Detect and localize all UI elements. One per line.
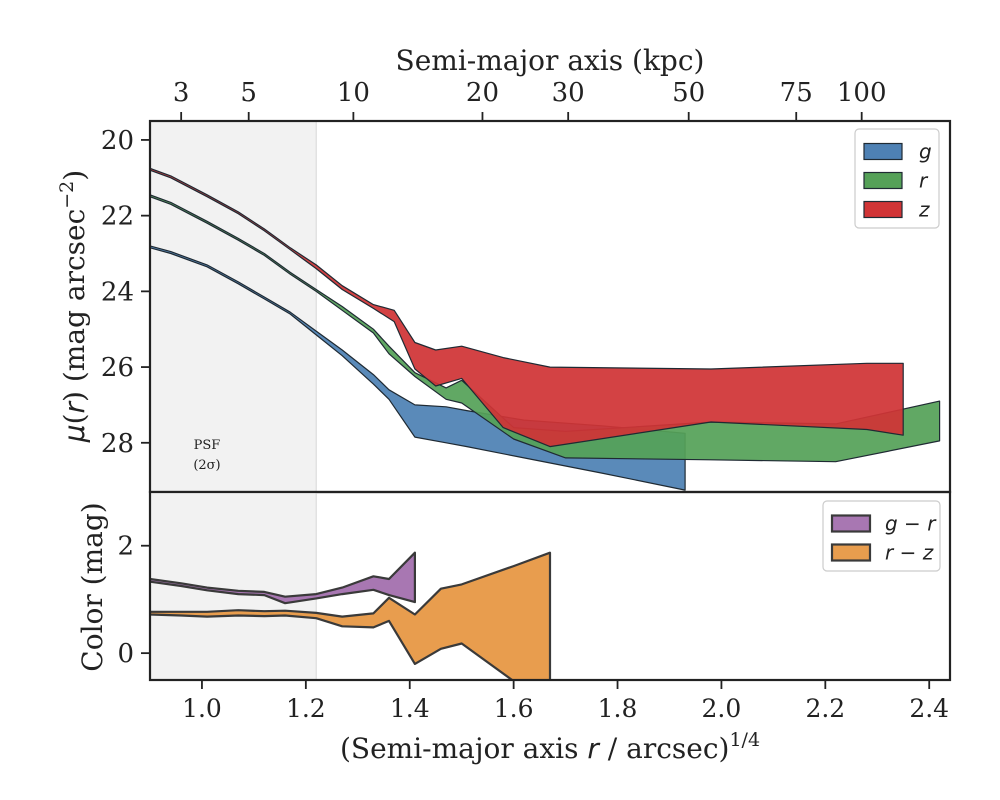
- top-x-tick-label: 20: [466, 78, 499, 108]
- x-tick-label: 2.0: [702, 694, 742, 723]
- legend-swatch: [830, 514, 872, 533]
- top-x-tick-label: 50: [672, 78, 705, 108]
- legend-label: r: [919, 169, 929, 193]
- top-x-tick-label: 100: [837, 78, 887, 108]
- x-tick-label: 1.0: [182, 694, 222, 723]
- legend-swatch: [830, 543, 872, 562]
- bottom-x-axis-label: (Semi-major axis r / arcsec)1/4: [340, 729, 760, 765]
- x-label-var: r: [587, 732, 600, 765]
- band-profile-2: [150, 167, 904, 448]
- x-label-exp: 1/4: [729, 729, 760, 751]
- x-label-pre: (Semi-major axis: [340, 732, 587, 765]
- color-profile-panel: 0 2 1.0 1.2 1.4 1.6 1.8 2.0 2.2 2.4 g − r r − z: [117, 490, 952, 723]
- band-color-1: [150, 551, 552, 680]
- bands: [150, 167, 941, 491]
- top-x-tick-label: 75: [780, 78, 813, 108]
- y-tick-label: 26: [101, 353, 134, 383]
- legend-swatch: [863, 171, 903, 190]
- upper-y-axis-label: μ(r) (mag arcsec−2): [56, 170, 91, 443]
- upper-y-label-open: (: [58, 413, 91, 424]
- surface-brightness-panel: 20 22 24 26 28 3 5 10 20 30 50 75 100 PSF (2σ) grz: [101, 78, 952, 494]
- top-x-tick-label: 5: [240, 78, 257, 108]
- legend-label: z: [918, 198, 930, 222]
- top-x-tick-label: 30: [552, 78, 585, 108]
- legend-swatch: [863, 200, 903, 219]
- upper-y-label-exp: −2: [56, 181, 78, 209]
- psf-annotation-title: PSF: [194, 438, 221, 453]
- x-tick-label: 2.4: [909, 694, 949, 723]
- y-tick-label: 2: [117, 532, 134, 562]
- top-axis-title: Semi-major axis (kpc): [396, 44, 705, 77]
- y-tick-label: 0: [117, 639, 134, 669]
- y-tick-label: 20: [101, 126, 134, 156]
- y-tick-label: 28: [101, 429, 134, 459]
- lower-panel-frame: [148, 490, 952, 682]
- x-tick-label: 1.2: [286, 694, 326, 723]
- legend-label: g: [919, 140, 932, 164]
- upper-y-label-unit: ) (mag arcsec: [58, 209, 91, 402]
- legend-swatch: [863, 142, 903, 161]
- x-tick-label: 1.6: [494, 694, 534, 723]
- upper-y-label-end: ): [58, 170, 91, 181]
- band-profile-1: [150, 194, 941, 463]
- x-tick-label: 1.8: [598, 694, 638, 723]
- y-tick-label: 22: [101, 202, 134, 232]
- top-x-tick-label: 10: [337, 78, 370, 108]
- bands: [150, 551, 552, 680]
- top-x-tick-label: 3: [173, 78, 190, 108]
- legend-label: r − z: [885, 541, 934, 565]
- x-label-post: / arcsec): [599, 732, 730, 765]
- x-tick-label: 1.4: [390, 694, 430, 723]
- upper-y-label-r: r: [58, 400, 91, 413]
- legend-label: g − r: [885, 512, 937, 536]
- y-tick-label: 24: [101, 277, 134, 307]
- x-tick-label: 2.2: [805, 694, 845, 723]
- upper-y-label-mu: μ: [58, 424, 91, 443]
- lower-y-axis-label: Color (mag): [76, 502, 109, 671]
- band-color-0: [150, 551, 416, 605]
- psf-shaded-region: [150, 121, 317, 492]
- psf-annotation-sigma: (2σ): [193, 458, 220, 473]
